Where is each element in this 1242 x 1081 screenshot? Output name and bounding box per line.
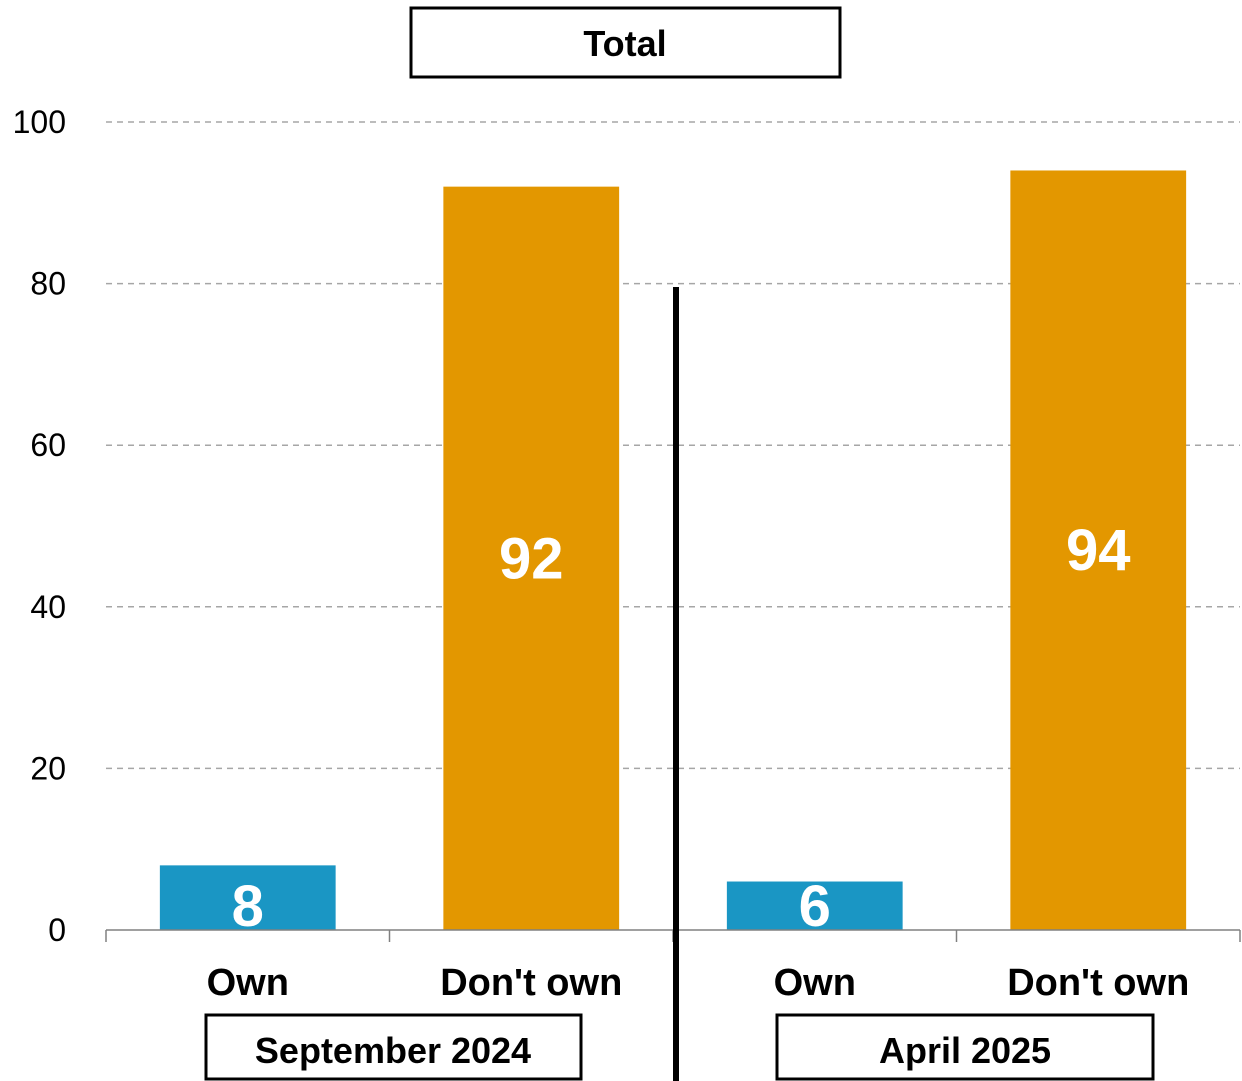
group-label-frame — [204, 1013, 583, 1081]
bar — [159, 865, 336, 930]
data-label: 94 — [1066, 518, 1131, 583]
group-label-frame — [775, 1013, 1155, 1081]
group-label-april-2025: April 2025 — [775, 1013, 1155, 1081]
y-tick-label: 20 — [30, 750, 66, 786]
x-category-label: Own — [207, 962, 289, 1004]
chart-title: Total — [583, 23, 666, 64]
y-tick-label: 40 — [30, 589, 66, 625]
bar — [726, 881, 903, 930]
y-tick-label: 100 — [13, 104, 66, 140]
data-label: 8 — [232, 874, 264, 939]
bar — [1010, 170, 1187, 931]
y-tick-label: 60 — [30, 427, 66, 463]
y-tick-label: 80 — [30, 266, 66, 302]
y-tick-label: 0 — [48, 912, 66, 948]
data-labels: 8 92 6 94 — [232, 518, 1131, 939]
group-label-september-2024: September 2024 — [204, 1013, 583, 1081]
x-category-label: Own — [774, 962, 856, 1004]
bar — [443, 186, 620, 930]
data-label: 92 — [499, 526, 564, 591]
gridlines — [106, 121, 1240, 770]
group-label-text: September 2024 — [255, 1030, 531, 1071]
x-category-label: Don't own — [440, 962, 622, 1004]
group-label-text: April 2025 — [879, 1030, 1051, 1071]
data-label: 6 — [799, 874, 831, 939]
y-axis: 0 20 40 60 80 100 — [13, 104, 66, 948]
chart-title-box: Total — [409, 6, 842, 79]
x-category-label: Don't own — [1007, 962, 1189, 1004]
chart-title-frame — [409, 6, 842, 79]
bars — [159, 170, 1187, 931]
